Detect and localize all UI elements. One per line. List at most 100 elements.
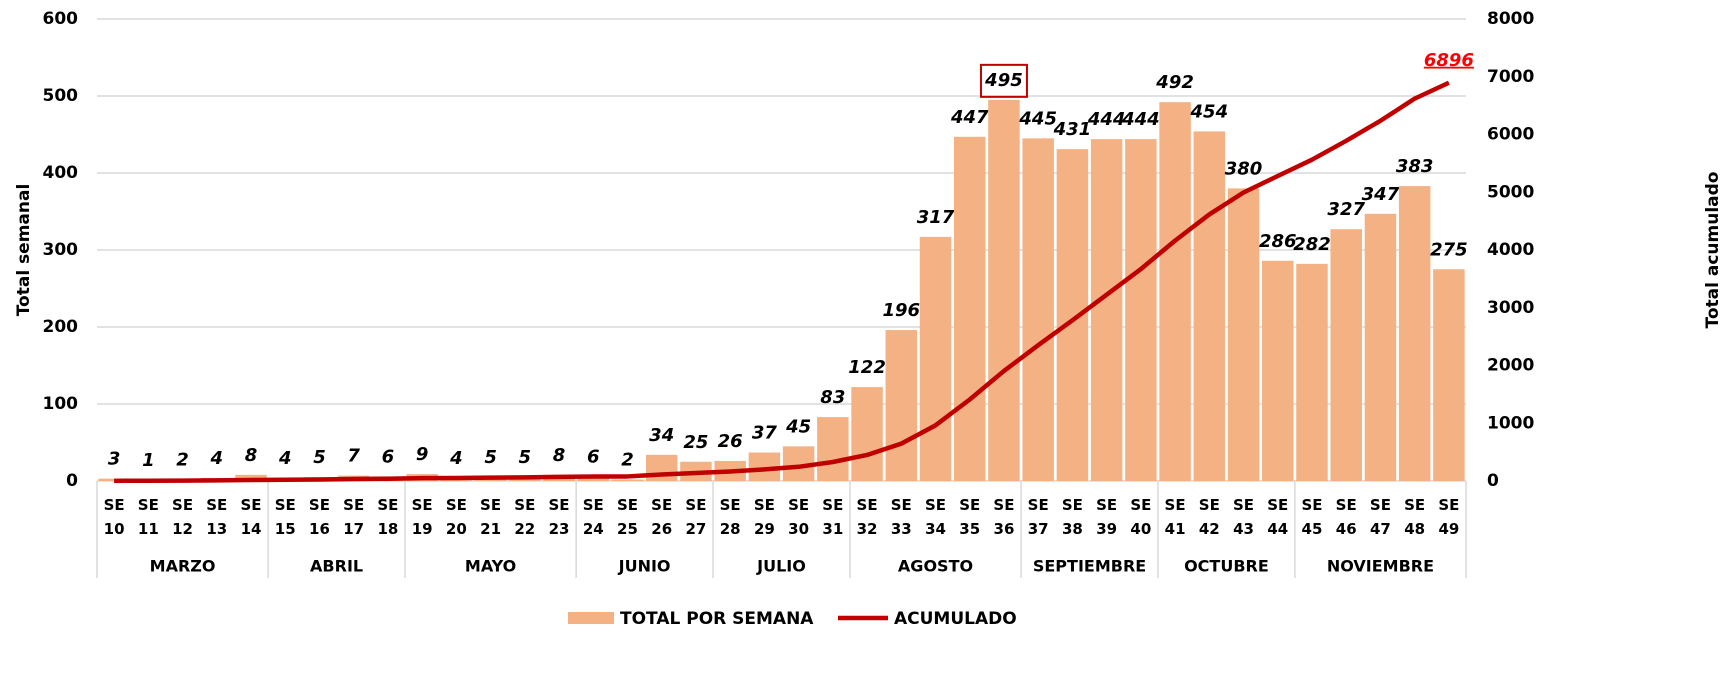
bar <box>953 136 986 481</box>
data-label: 492 <box>1155 72 1194 93</box>
data-label: 34 <box>649 425 674 446</box>
x-tick-label: SE 13 <box>206 496 228 538</box>
data-label: 45 <box>785 416 811 437</box>
bar <box>1022 138 1054 481</box>
data-label: 286 <box>1259 231 1297 252</box>
x-tick-label: SE 45 <box>1301 496 1323 538</box>
bar <box>611 479 644 481</box>
bar <box>1433 269 1465 481</box>
data-label: 8 <box>245 445 258 466</box>
bar <box>1227 188 1260 481</box>
y2-tick-label: 8000 <box>1487 9 1534 29</box>
x-tick-label: SE 42 <box>1198 496 1220 538</box>
data-label: 25 <box>683 432 708 453</box>
group-label: ABRIL <box>310 557 363 576</box>
bar <box>1090 139 1123 481</box>
y-tick-label: 600 <box>43 9 79 29</box>
data-label: 9 <box>416 444 429 465</box>
group-label: SEPTIEMBRE <box>1033 557 1146 576</box>
data-label: 6 <box>587 446 600 467</box>
x-tick-label: SE 21 <box>480 496 502 538</box>
data-label: 2 <box>621 449 634 470</box>
data-label: 1 <box>142 450 155 471</box>
x-tick-label: SE 14 <box>240 496 262 538</box>
x-tick-label: SE 18 <box>377 496 399 538</box>
x-tick-label: SE 40 <box>1130 496 1152 538</box>
data-label: 5 <box>484 447 497 468</box>
data-label: 6 <box>382 446 395 467</box>
group-label: OCTUBRE <box>1184 557 1269 576</box>
bar <box>1262 260 1294 481</box>
bar <box>1296 263 1328 481</box>
x-tick-label: SE 11 <box>137 496 159 538</box>
x-tick-label: SE 32 <box>856 496 878 538</box>
legend-swatch <box>568 612 614 624</box>
group-label: AGOSTO <box>898 557 973 576</box>
x-tick-label: SE 15 <box>274 496 296 538</box>
data-label: 122 <box>848 357 886 378</box>
bar <box>1364 213 1397 481</box>
data-label: 7 <box>347 446 360 467</box>
x-tick-label: SE 36 <box>993 496 1015 538</box>
group-label: JUNIO <box>618 557 671 576</box>
bar <box>1193 131 1226 482</box>
data-label: 327 <box>1327 199 1365 220</box>
x-tick-label: SE 46 <box>1335 496 1357 538</box>
data-label: 454 <box>1190 101 1229 122</box>
x-tick-label: SE 35 <box>959 496 981 538</box>
x-tick-label: SE 24 <box>582 496 604 538</box>
data-label: 444 <box>1121 109 1160 130</box>
x-tick-label: SE 19 <box>411 496 433 538</box>
data-label: 444 <box>1087 109 1126 130</box>
x-tick-label: SE 29 <box>753 496 775 538</box>
data-label: 445 <box>1018 108 1057 129</box>
data-label: 5 <box>519 447 532 468</box>
data-label: 282 <box>1293 234 1331 255</box>
x-tick-label: SE 28 <box>719 496 741 538</box>
bar <box>919 236 952 481</box>
x-tick-label: SE 22 <box>514 496 536 538</box>
y-tick-label: 300 <box>43 240 79 260</box>
bar <box>885 330 918 481</box>
group-label: MARZO <box>150 557 216 576</box>
data-label: 347 <box>1362 184 1400 205</box>
x-tick-label: SE 37 <box>1027 496 1049 538</box>
data-label: 4 <box>278 448 292 469</box>
y2-tick-label: 0 <box>1487 471 1499 491</box>
x-tick-label: SE 44 <box>1267 496 1289 538</box>
x-tick-label: SE 33 <box>890 496 912 538</box>
y-tick-label: 500 <box>43 86 79 106</box>
x-tick-label: SE 39 <box>1096 496 1118 538</box>
highlight-box <box>979 63 1028 98</box>
bar <box>817 417 849 481</box>
data-label: 275 <box>1430 239 1468 260</box>
y2-tick-label: 3000 <box>1487 298 1534 318</box>
x-tick-label: SE 12 <box>172 496 194 538</box>
bar <box>988 99 1020 481</box>
data-label: 4 <box>449 448 463 469</box>
y-tick-label: 200 <box>43 317 79 337</box>
legend-label: ACUMULADO <box>894 609 1017 629</box>
bar <box>1330 229 1362 481</box>
y2-tick-label: 6000 <box>1487 125 1534 145</box>
data-label: 317 <box>917 207 955 228</box>
x-tick-label: SE 34 <box>924 496 947 538</box>
data-label: 3 <box>108 449 121 470</box>
x-tick-label: SE 47 <box>1369 496 1391 538</box>
bar <box>1125 139 1157 481</box>
y-tick-label: 0 <box>66 471 78 491</box>
y2-tick-label: 7000 <box>1487 67 1534 87</box>
bar <box>1159 102 1191 481</box>
y2-tick-label: 4000 <box>1487 240 1534 260</box>
bar <box>1056 149 1089 481</box>
data-label: 26 <box>718 431 743 452</box>
bar <box>1398 186 1431 481</box>
data-label: 495 <box>984 70 1023 91</box>
data-label: 4 <box>210 448 224 469</box>
data-label: 5 <box>313 447 326 468</box>
y2-tick-label: 2000 <box>1487 356 1534 376</box>
group-label: JULIO <box>756 557 806 576</box>
data-label: 447 <box>950 107 989 128</box>
group-label: MAYO <box>465 557 516 576</box>
